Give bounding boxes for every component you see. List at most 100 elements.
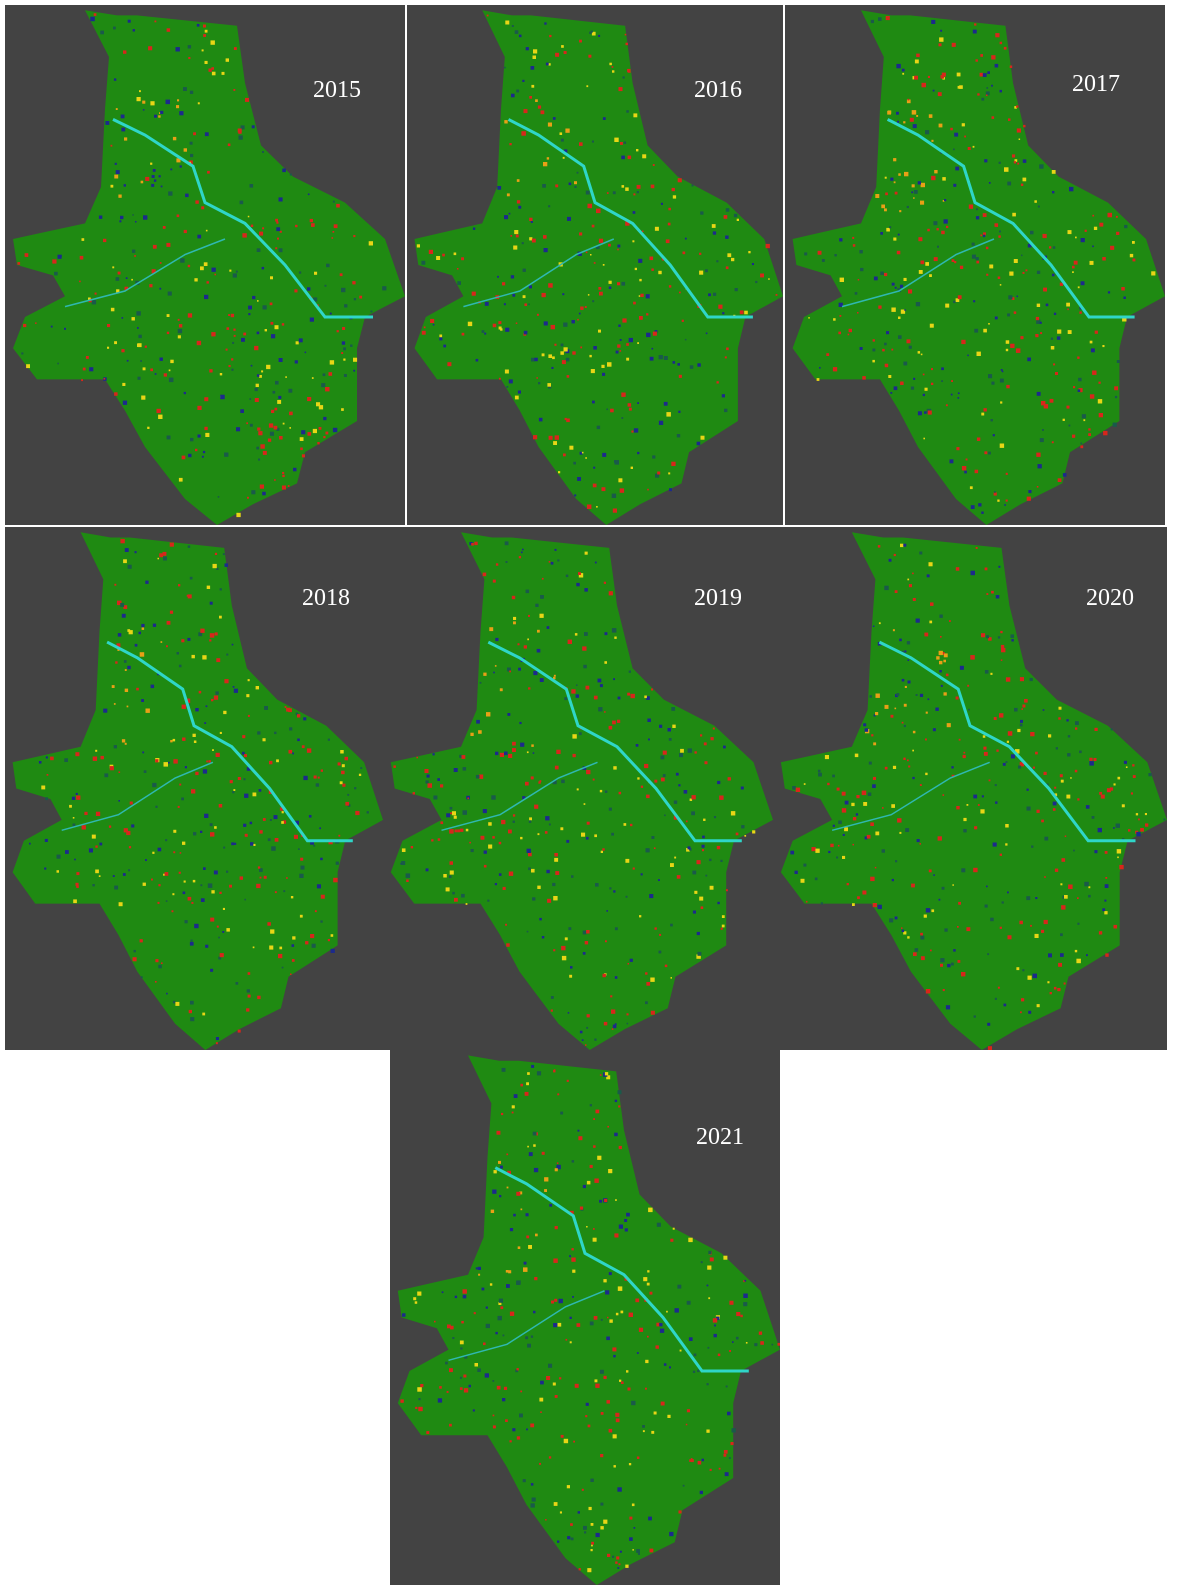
land-patch — [914, 190, 918, 194]
land-patch — [628, 1388, 631, 1391]
land-patch — [978, 804, 980, 806]
land-patch — [119, 771, 121, 773]
land-patch — [952, 884, 954, 886]
land-patch — [155, 21, 157, 23]
land-patch — [188, 45, 191, 48]
land-patch — [922, 83, 927, 88]
land-patch — [930, 324, 934, 328]
land-patch — [96, 812, 100, 816]
land-patch — [1060, 953, 1064, 957]
land-patch — [571, 689, 575, 693]
land-patch — [132, 250, 135, 253]
land-patch — [639, 915, 641, 917]
land-patch — [472, 292, 476, 296]
land-patch — [1031, 846, 1033, 848]
land-patch — [549, 436, 553, 440]
land-patch — [299, 338, 303, 342]
land-patch — [258, 431, 262, 435]
land-patch — [941, 367, 944, 370]
land-patch — [616, 351, 619, 354]
land-patch — [609, 1429, 613, 1433]
land-patch — [1138, 819, 1140, 821]
land-patch — [669, 738, 672, 741]
land-patch — [615, 1413, 619, 1417]
land-patch — [418, 1407, 422, 1411]
land-patch — [259, 868, 263, 872]
land-patch — [141, 181, 144, 184]
land-patch — [946, 404, 948, 406]
land-patch — [607, 1400, 611, 1404]
land-patch — [344, 304, 347, 307]
land-patch — [502, 282, 505, 285]
land-patch — [728, 777, 731, 780]
land-patch — [212, 268, 216, 272]
land-patch — [617, 245, 620, 248]
land-patch — [618, 697, 621, 700]
land-patch — [801, 879, 805, 883]
land-patch — [1020, 720, 1023, 723]
land-patch — [222, 72, 225, 75]
land-patch — [1006, 385, 1009, 388]
land-patch — [192, 655, 195, 658]
land-patch — [591, 1542, 594, 1545]
land-patch — [1126, 766, 1128, 768]
land-patch — [714, 1334, 717, 1337]
land-patch — [1063, 473, 1067, 477]
land-patch — [1055, 869, 1058, 872]
land-patch — [1021, 255, 1023, 257]
land-patch — [533, 56, 537, 60]
land-patch — [862, 376, 866, 380]
land-patch — [337, 330, 339, 332]
land-patch — [168, 762, 170, 764]
land-patch — [719, 1468, 721, 1470]
land-patch — [531, 776, 534, 779]
land-patch — [439, 337, 442, 340]
land-patch — [646, 333, 650, 337]
land-patch — [215, 691, 218, 694]
land-patch — [262, 492, 266, 496]
land-patch — [928, 411, 932, 415]
year-label: 2020 — [1086, 585, 1134, 612]
land-patch — [656, 1345, 659, 1348]
land-patch — [476, 1267, 478, 1269]
land-patch — [498, 1161, 501, 1164]
land-patch — [1094, 227, 1097, 230]
land-patch — [582, 646, 586, 650]
land-patch — [650, 257, 654, 261]
land-patch — [307, 748, 311, 752]
land-patch — [950, 128, 953, 131]
land-patch — [564, 697, 567, 700]
land-patch — [213, 564, 217, 568]
land-patch — [891, 804, 895, 808]
land-patch — [250, 424, 253, 427]
land-patch — [659, 421, 663, 425]
land-patch — [899, 832, 901, 834]
land-patch — [64, 758, 68, 762]
land-patch — [478, 1267, 481, 1270]
land-patch — [113, 27, 116, 30]
land-patch — [904, 309, 906, 311]
land-patch — [609, 1272, 612, 1275]
land-patch — [1006, 761, 1008, 763]
land-patch — [546, 870, 549, 873]
land-patch — [528, 615, 530, 617]
land-patch — [544, 1177, 548, 1181]
land-patch — [1092, 246, 1094, 248]
land-patch — [927, 229, 930, 232]
land-patch — [865, 728, 869, 732]
land-patch — [81, 379, 83, 381]
land-patch — [486, 1324, 490, 1328]
land-patch — [1040, 332, 1042, 334]
land-patch — [609, 1319, 612, 1322]
land-patch — [593, 1118, 595, 1120]
land-patch — [252, 296, 255, 299]
land-patch — [575, 633, 578, 636]
land-patch — [248, 972, 251, 975]
land-patch — [584, 588, 588, 592]
land-patch — [989, 780, 991, 782]
land-patch — [621, 393, 625, 397]
land-patch — [671, 977, 673, 979]
land-patch — [607, 362, 612, 367]
land-patch — [501, 820, 505, 824]
land-patch — [249, 398, 251, 400]
